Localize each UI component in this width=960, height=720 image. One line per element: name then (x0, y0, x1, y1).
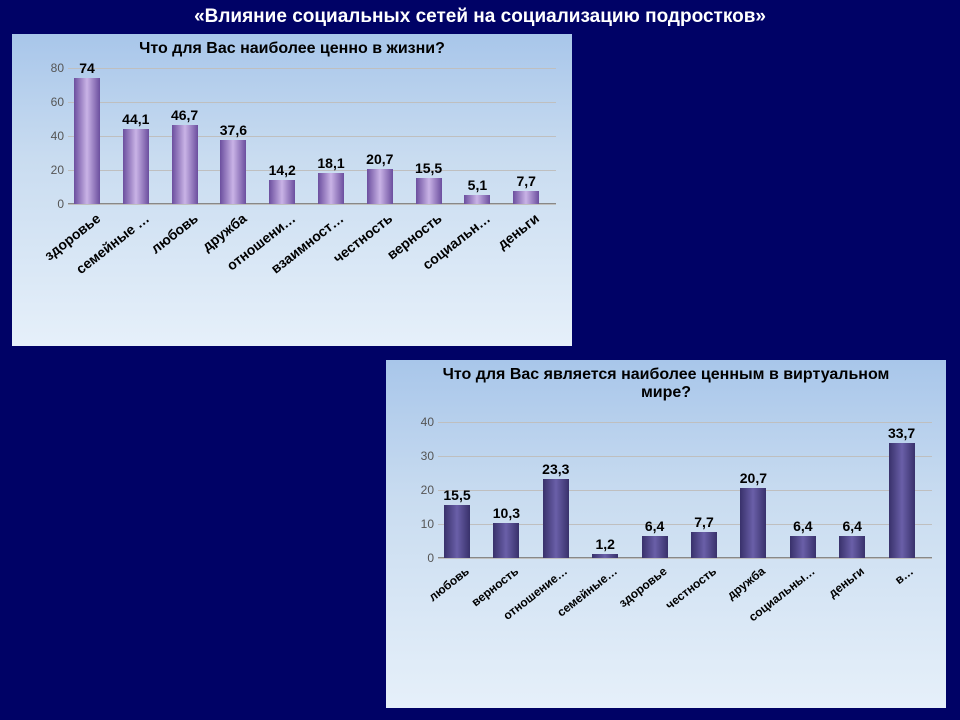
data-label: 15,5 (443, 487, 470, 503)
data-label: 20,7 (366, 151, 393, 167)
bar (790, 536, 816, 558)
gridline (68, 204, 556, 205)
bar (691, 532, 717, 558)
x-label: в… (892, 564, 916, 587)
data-label: 1,2 (595, 536, 614, 552)
data-label: 7,7 (694, 514, 713, 530)
chart1-title: Что для Вас наиболее ценно в жизни? (12, 40, 572, 58)
bar (513, 191, 539, 204)
data-label: 6,4 (793, 518, 812, 534)
x-label: деньги (826, 564, 867, 600)
gridline (68, 102, 556, 103)
bar (74, 78, 100, 204)
x-label: деньги (494, 210, 542, 252)
data-label: 44,1 (122, 111, 149, 127)
data-label: 15,5 (415, 160, 442, 176)
y-tick-label: 60 (51, 95, 64, 109)
x-label: честность (662, 564, 718, 612)
slide-title: «Влияние социальных сетей на социализаци… (0, 0, 960, 30)
x-label: дружба (725, 564, 768, 602)
bar (493, 523, 519, 558)
bar (543, 479, 569, 558)
y-tick-label: 40 (421, 415, 434, 429)
y-tick-label: 0 (57, 197, 64, 211)
bar (123, 129, 149, 204)
bar (592, 554, 618, 558)
data-label: 37,6 (220, 122, 247, 138)
chart1-panel: Что для Вас наиболее ценно в жизни? 0204… (12, 34, 572, 346)
y-tick-label: 40 (51, 129, 64, 143)
y-tick-label: 20 (51, 163, 64, 177)
gridline (438, 490, 932, 491)
gridline (438, 456, 932, 457)
data-label: 46,7 (171, 107, 198, 123)
x-label: любовь (147, 210, 200, 257)
bar (367, 169, 393, 204)
data-label: 7,7 (516, 173, 535, 189)
gridline (438, 422, 932, 423)
bar (172, 125, 198, 204)
bar (416, 178, 442, 204)
y-tick-label: 80 (51, 61, 64, 75)
bar (889, 443, 915, 558)
data-label: 33,7 (888, 425, 915, 441)
gridline (68, 68, 556, 69)
data-label: 5,1 (468, 177, 487, 193)
y-tick-label: 30 (421, 449, 434, 463)
bar (220, 140, 246, 204)
bar (839, 536, 865, 558)
data-label: 6,4 (842, 518, 861, 534)
data-label: 10,3 (493, 505, 520, 521)
data-label: 14,2 (269, 162, 296, 178)
bar (740, 488, 766, 558)
bar (444, 505, 470, 558)
x-label: любовь (426, 564, 472, 604)
data-label: 18,1 (317, 155, 344, 171)
gridline (438, 558, 932, 559)
data-label: 20,7 (740, 470, 767, 486)
bar (269, 180, 295, 204)
chart2-panel: Что для Вас является наиболее ценным в в… (386, 360, 946, 708)
chart2-title: Что для Вас является наиболее ценным в в… (386, 366, 946, 402)
y-tick-label: 0 (427, 551, 434, 565)
chart1-plot: 02040608074здоровье44,1семейные …46,7люб… (68, 68, 556, 204)
y-tick-label: 10 (421, 517, 434, 531)
y-tick-label: 20 (421, 483, 434, 497)
bar (642, 536, 668, 558)
chart2-plot: 01020304015,5любовь10,3верность23,3отнош… (438, 422, 932, 558)
data-label: 23,3 (542, 461, 569, 477)
data-label: 74 (79, 60, 95, 76)
data-label: 6,4 (645, 518, 664, 534)
bar (318, 173, 344, 204)
x-label: здоровье (616, 564, 670, 610)
bar (464, 195, 490, 204)
